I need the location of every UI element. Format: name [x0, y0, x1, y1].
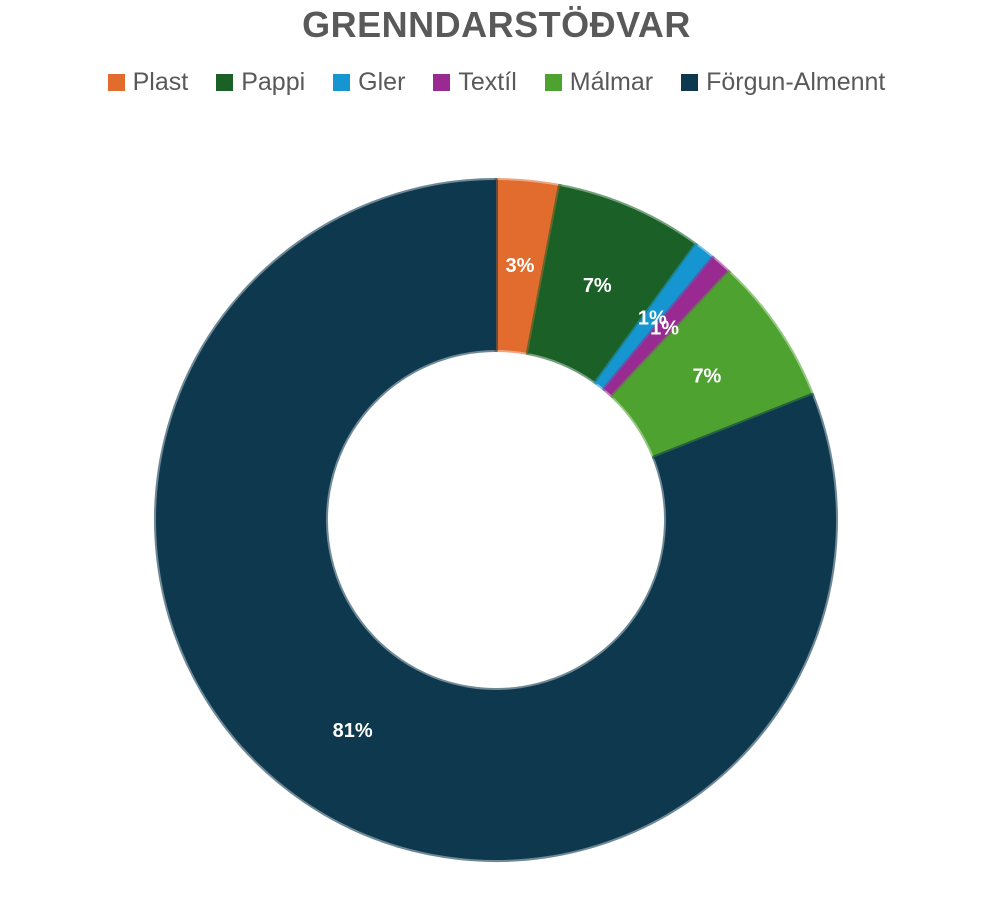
chart-title: GRENNDARSTÖÐVAR [302, 4, 691, 45]
chart-legend: Plast Pappi Gler Textíl Málmar Förgun-Al… [0, 68, 993, 97]
slice-forgun-almennt [154, 178, 838, 862]
legend-item-textil: Textíl [433, 68, 517, 97]
legend-swatch-forgun-almennt [681, 74, 699, 91]
legend-item-pappi: Pappi [216, 68, 305, 97]
legend-label-gler: Gler [358, 68, 406, 96]
legend-swatch-textil [433, 74, 451, 91]
data-label-gler: 1% [638, 308, 667, 330]
legend-label-forgun-almennt: Förgun-Almennt [706, 68, 886, 96]
legend-item-gler: Gler [333, 68, 405, 97]
legend-label-pappi: Pappi [241, 68, 306, 96]
donut-slices [154, 178, 838, 862]
data-label-malmar: 7% [692, 366, 721, 388]
legend-swatch-gler [333, 74, 351, 91]
data-label-plast: 3% [506, 255, 535, 277]
legend-item-plast: Plast [107, 68, 189, 97]
legend-swatch-malmar [544, 74, 562, 91]
legend-label-textil: Textíl [458, 68, 517, 96]
data-label-textil: 1% [650, 318, 679, 340]
legend-swatch-plast [107, 74, 125, 91]
legend-swatch-pappi [216, 74, 234, 91]
data-label-pappi: 7% [583, 275, 612, 297]
legend-label-plast: Plast [132, 68, 189, 96]
legend-label-malmar: Málmar [569, 68, 654, 96]
legend-item-malmar: Málmar [544, 68, 654, 97]
data-label-forgun-almennt: 81% [333, 720, 373, 742]
donut-data-labels: 3% 7% 1%1% 7% 81% [333, 255, 722, 742]
legend-item-forgun-almennt: Förgun-Almennt [681, 68, 885, 97]
